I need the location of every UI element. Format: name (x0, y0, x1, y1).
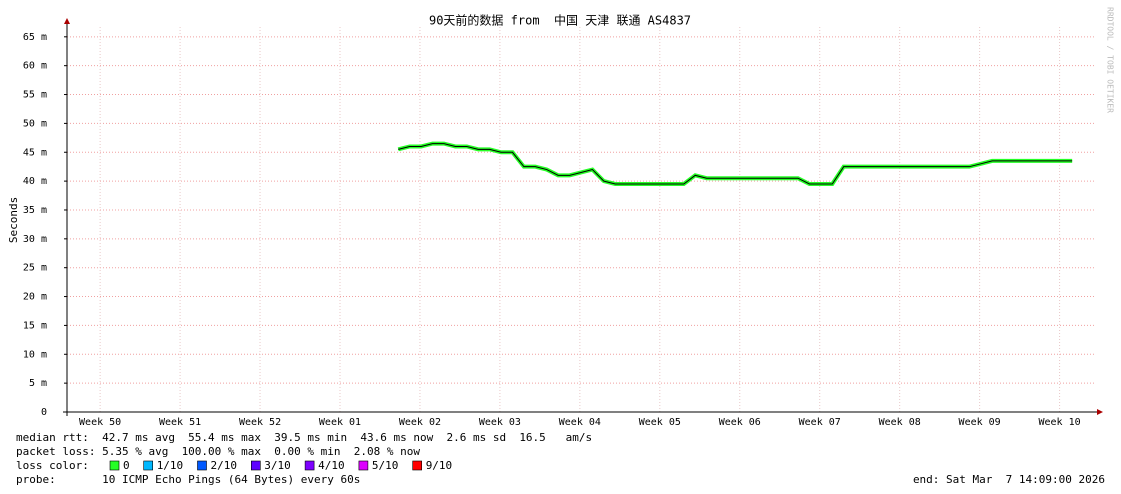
y-tick-label: 35 m (23, 205, 47, 216)
x-tick-label: Week 08 (879, 417, 921, 428)
y-tick-label: 60 m (23, 61, 47, 72)
loss-title: loss color: (16, 459, 89, 472)
legend-label: 9/10 (426, 459, 453, 472)
legend-swatch (197, 460, 207, 471)
x-tick-label: Week 03 (479, 417, 521, 428)
x-tick-label: Week 05 (639, 417, 681, 428)
legend-label: 0 (123, 459, 130, 472)
y-tick-label: 25 m (23, 263, 47, 274)
y-tick-label: 50 m (23, 118, 47, 129)
legend-label: 1/10 (157, 459, 184, 472)
y-tick-label: 65 m (23, 32, 47, 43)
legend-label: 2/10 (211, 459, 238, 472)
y-tick-label: 15 m (23, 320, 47, 331)
median-line (398, 143, 1073, 185)
x-tick-label: Week 06 (719, 417, 761, 428)
axis-arrow (64, 18, 70, 24)
legend-swatch (109, 460, 120, 471)
stats-line: packet loss: 5.35 % avg 100.00 % max 0.0… (16, 445, 420, 458)
y-tick-label: 20 m (23, 292, 47, 303)
y-tick-label: 30 m (23, 234, 47, 245)
y-tick-label: 55 m (23, 90, 47, 101)
x-tick-label: Week 09 (959, 417, 1001, 428)
y-tick-label: 40 m (23, 176, 47, 187)
y-tick-label: 0 (41, 407, 47, 418)
x-tick-label: Week 01 (319, 417, 361, 428)
x-tick-label: Week 02 (399, 417, 441, 428)
legend-label: 5/10 (372, 459, 399, 472)
legend-swatch (358, 460, 369, 471)
legend-swatch (412, 460, 423, 471)
side-text: RRDTOOL / TOBI OETIKER (1106, 7, 1115, 113)
y-tick-label: 45 m (23, 147, 47, 158)
y-tick-label: 5 m (29, 378, 47, 389)
y-tick-label: 10 m (23, 349, 47, 360)
stats-line: median rtt: 42.7 ms avg 55.4 ms max 39.5… (16, 431, 592, 444)
legend-swatch (251, 460, 261, 471)
x-tick-label: Week 52 (239, 417, 281, 428)
legend-label: 3/10 (264, 459, 291, 472)
y-axis-label: Seconds (7, 197, 20, 243)
end-time: end: Sat Mar 7 14:09:00 2026 (913, 473, 1105, 486)
axis-arrow (1097, 409, 1103, 415)
x-tick-label: Week 51 (159, 417, 201, 428)
probe: probe: 10 ICMP Echo Pings (64 Bytes) eve… (16, 473, 360, 486)
x-tick-label: Week 50 (79, 417, 121, 428)
x-tick-label: Week 07 (799, 417, 841, 428)
chart-title: 90天前的数据 from 中国 天津 联通 AS4837 (429, 13, 691, 28)
x-tick-label: Week 04 (559, 417, 601, 428)
legend-swatch (304, 460, 315, 471)
legend-swatch (143, 460, 153, 471)
legend-label: 4/10 (318, 459, 345, 472)
x-tick-label: Week 10 (1039, 417, 1081, 428)
